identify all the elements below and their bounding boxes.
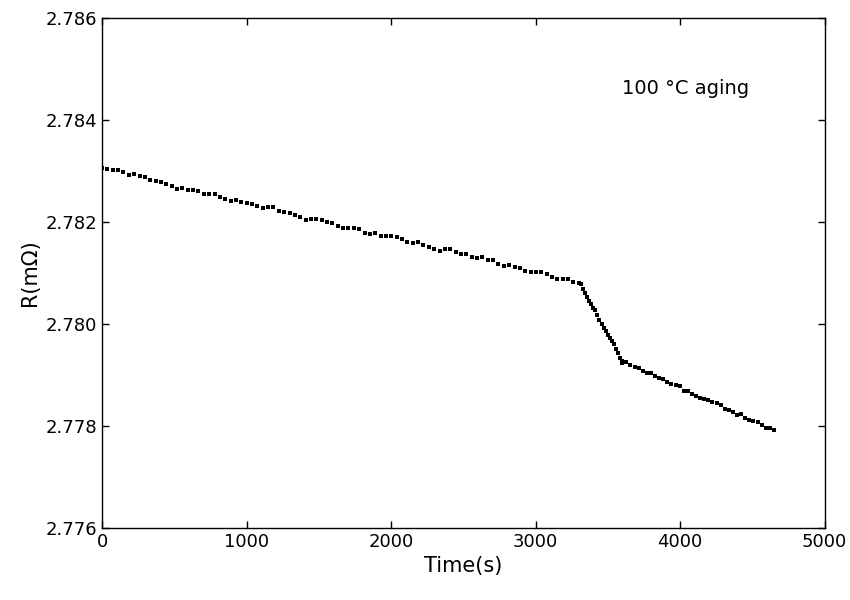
X-axis label: Time(s): Time(s) — [424, 556, 502, 577]
Y-axis label: R(mΩ): R(mΩ) — [20, 239, 40, 307]
Text: 100 °C aging: 100 °C aging — [622, 79, 750, 98]
